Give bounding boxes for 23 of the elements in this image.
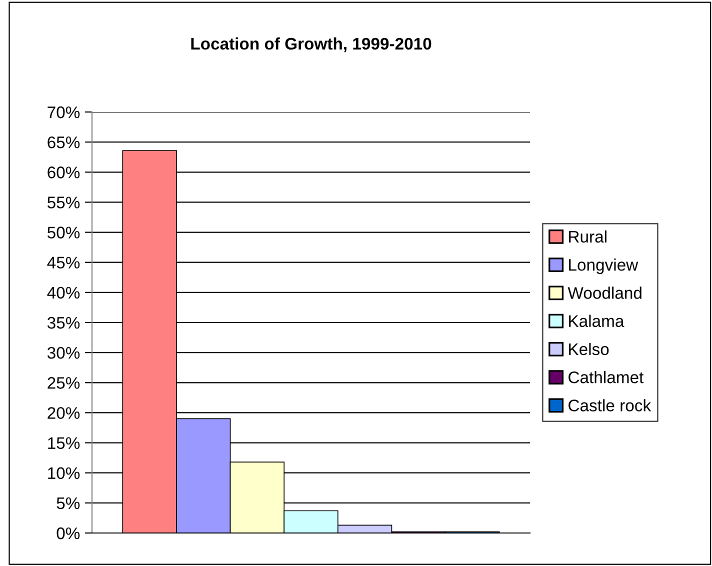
y-tick-label: 10% — [48, 467, 80, 480]
y-tick-label: 40% — [47, 286, 80, 299]
y-tick-label: 70% — [48, 106, 80, 118]
y-tick-label: 55% — [48, 196, 80, 208]
y-tick-label: 0% — [56, 527, 80, 540]
legend-label: Kalama — [569, 314, 624, 328]
y-tick-label: 45% — [47, 256, 80, 269]
legend-label: Rural — [569, 230, 606, 243]
y-tick-label: 65% — [48, 136, 80, 148]
y-tick-label: 25% — [48, 377, 80, 389]
legend-label: Cathlamet — [568, 371, 644, 384]
legend-label: Castle rock — [568, 399, 652, 412]
y-tick-label: 35% — [47, 316, 80, 329]
y-tick-label: 50% — [48, 226, 80, 238]
y-tick-label: 20% — [48, 407, 80, 419]
legend-label: Longview — [569, 258, 638, 274]
y-tick-label: 15% — [48, 437, 80, 449]
y-tick-label: 30% — [47, 346, 80, 359]
legend-label: Kelso — [569, 342, 609, 356]
y-tick-label: 60% — [48, 166, 80, 178]
y-tick-label: 5% — [56, 497, 80, 510]
legend-label: Woodland — [568, 286, 642, 299]
chart-title: Location of Growth, 1999-2010 — [191, 37, 432, 52]
